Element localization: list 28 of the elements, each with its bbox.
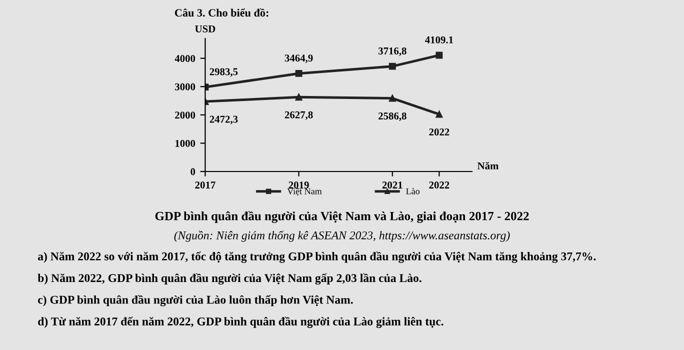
- y-tick-label: 4000: [174, 54, 196, 62]
- text: (Nguồn: Niên giám thống kê ASEAN 2023, https://www.aseanstats.org): [174, 230, 510, 242]
- legend-label: Việt Nam: [287, 188, 322, 196]
- data-label: 2586,8: [378, 112, 406, 122]
- y-tick-label: 2000: [175, 112, 196, 119]
- x-axis-title: Năm: [477, 162, 499, 170]
- legend-label: Lào: [406, 188, 420, 194]
- x-tick-label: 2019: [288, 182, 309, 189]
- text: c) GDP bình quân đầu người của Lào luôn thấp hơn Việt Nam.: [38, 295, 353, 306]
- data-label: 2472,3: [210, 116, 238, 124]
- y-axis-title: USD: [195, 25, 216, 32]
- x-tick-label: 2021: [382, 182, 402, 189]
- y-tick-label: 0: [190, 168, 196, 176]
- text: d) Từ năm 2017 đến năm 2022, GDP bình quân đầu người của Lào giảm liên tục.: [38, 316, 444, 328]
- data-label: 3464,9: [284, 54, 313, 64]
- data-label: 3716,8: [378, 47, 406, 56]
- x-tick-label: 2017: [195, 182, 216, 189]
- text: Câu 3. Cho biểu đồ:: [174, 8, 268, 17]
- text: b) Năm 2022, GDP bình quân đầu người của Việt Nam gấp 2,03 lần của Lào.: [38, 273, 422, 285]
- data-label: 2983,5: [210, 68, 238, 77]
- data-label: 2627,8: [284, 111, 313, 120]
- data-label: 4109.1: [425, 36, 453, 44]
- y-tick-label: 3000: [175, 83, 196, 90]
- text: GDP bình quân đầu người của Việt Nam và Lào, giai đoạn 2017 - 2022: [155, 211, 529, 223]
- text: a) Năm 2022 so với năm 2017, tốc độ tăng trưởng GDP bình quân đầu người của Việt Nam tăng khoảng 37,7%.: [38, 252, 596, 263]
- x-tick-label: 2022: [429, 182, 450, 189]
- y-tick-label: 1000: [175, 140, 196, 147]
- data-label: 2022: [429, 128, 450, 136]
